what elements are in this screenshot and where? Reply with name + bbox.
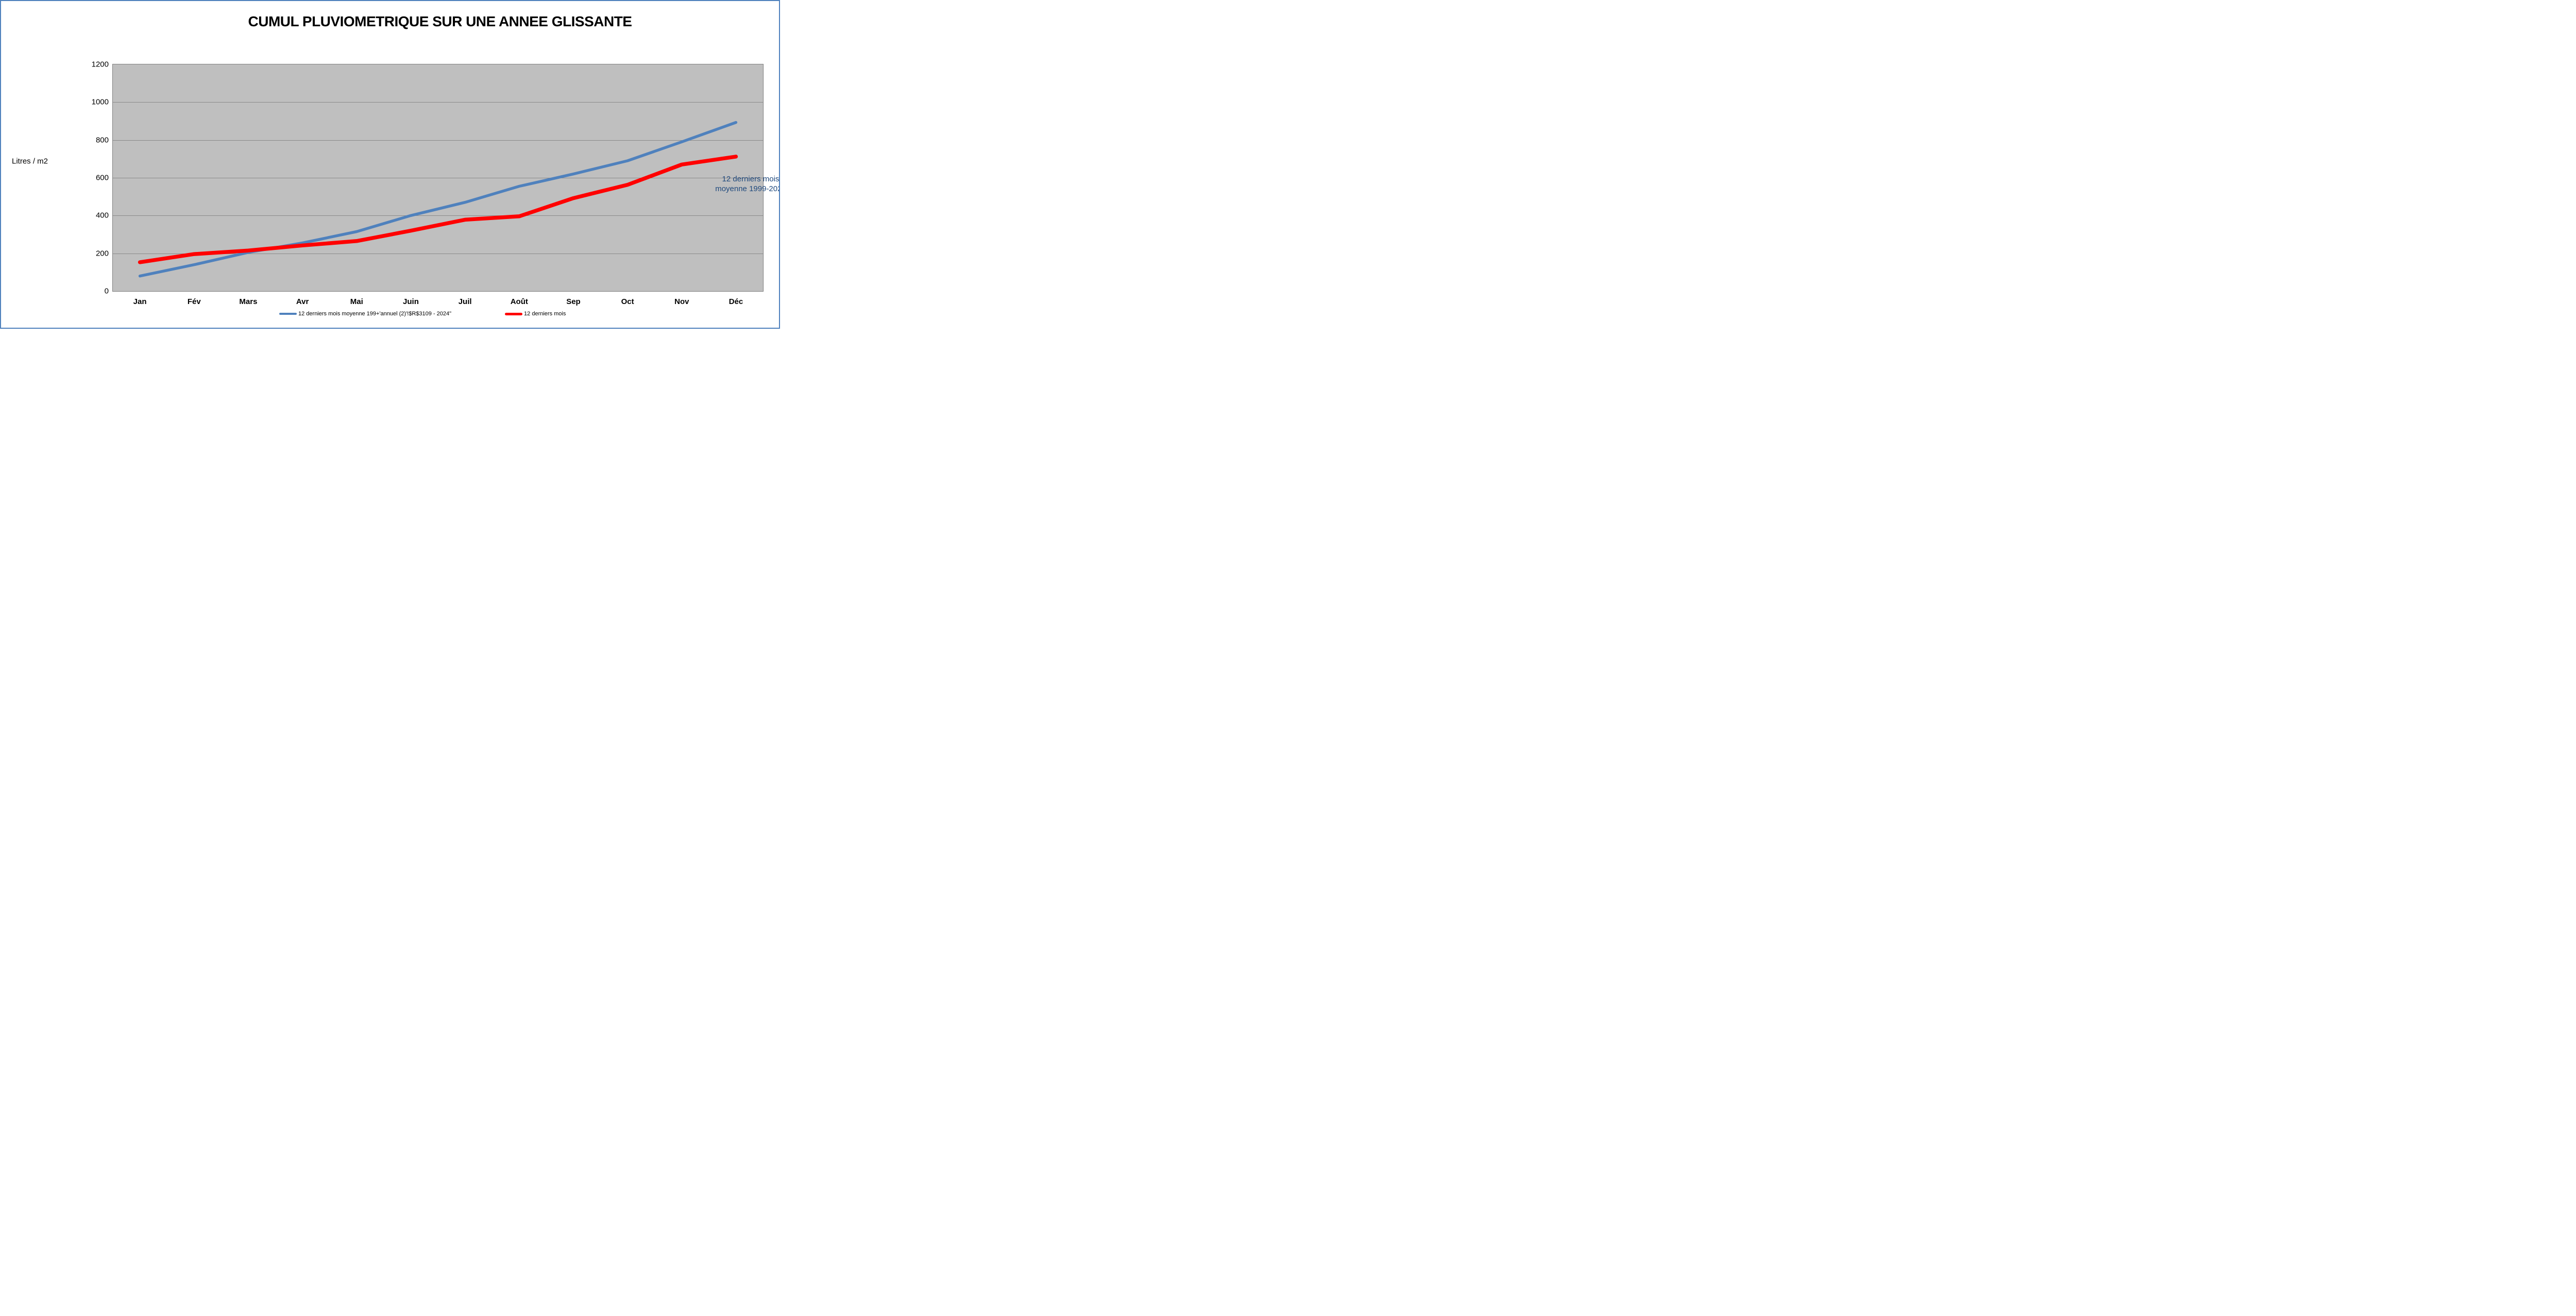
x-tick-label: Jan [133, 297, 147, 306]
legend-line-swatch [279, 313, 297, 315]
annotation-blue-line2: moyenne 1999-2024 [715, 184, 780, 193]
gridline [113, 215, 763, 216]
annotation-blue-series: 12 derniers mois moyenne 1999-2024 [715, 174, 780, 194]
y-tick-label: 400 [95, 211, 109, 220]
chart-frame: CUMUL PLUVIOMETRIQUE SUR UNE ANNEE GLISS… [0, 0, 780, 329]
x-axis: Jan Fév Mars Avr Mai Juin Juil Août Sep Oct Nov Déc [113, 297, 763, 306]
chart-title: CUMUL PLUVIOMETRIQUE SUR UNE ANNEE GLISS… [248, 13, 632, 29]
legend-label: 12 derniers mois [524, 311, 566, 317]
x-tick-label: Mai [350, 297, 363, 306]
y-tick-label: 200 [95, 249, 109, 258]
x-tick-label: Mars [239, 297, 258, 306]
legend-label: 12 derniers mois moyenne 199+'annuel (2)… [298, 311, 452, 317]
x-tick-label: Oct [621, 297, 634, 306]
legend-entry: 12 derniers mois [505, 311, 566, 317]
series-line-last-12-months [138, 155, 738, 264]
series-svg [138, 121, 738, 278]
y-axis-unit-label: Litres / m2 [12, 157, 48, 166]
x-tick-label: Sep [566, 297, 581, 306]
x-tick-label: Déc [728, 297, 743, 306]
gridline [113, 140, 763, 141]
legend-entry: 12 derniers mois moyenne 199+'annuel (2)… [279, 311, 451, 317]
legend-line-swatch [505, 312, 523, 315]
y-tick-label: 800 [95, 136, 109, 145]
y-axis: 1200 1000 800 600 400 200 0 [1, 60, 109, 296]
annotation-blue-line1: 12 derniers mois [722, 175, 779, 183]
y-tick-label: 0 [104, 286, 109, 296]
x-tick-label: Fév [187, 297, 201, 306]
series-line-average [138, 121, 738, 278]
gridline [113, 102, 763, 103]
x-tick-label: Août [510, 297, 528, 306]
y-tick-label: 1000 [91, 97, 109, 107]
x-tick-label: Juin [403, 297, 419, 306]
y-tick-label: 600 [95, 173, 109, 182]
x-tick-label: Juil [458, 297, 472, 306]
x-tick-label: Nov [674, 297, 689, 306]
legend: 12 derniers mois moyenne 199+'annuel (2)… [279, 311, 566, 317]
x-tick-label: Avr [296, 297, 309, 306]
y-tick-label: 1200 [91, 60, 109, 69]
plot-area: 12 derniers mois moyenne 1999-2024 12 de… [112, 64, 779, 292]
